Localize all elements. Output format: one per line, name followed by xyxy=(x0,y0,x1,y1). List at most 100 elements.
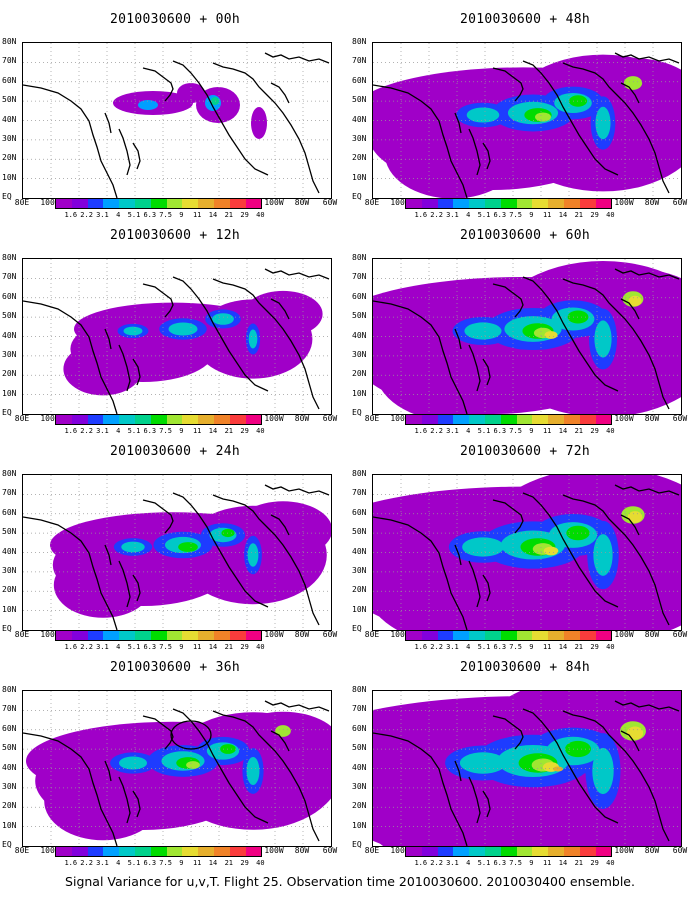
colorbar-label: 7.5 xyxy=(509,859,522,867)
variance-contour xyxy=(535,112,551,122)
variance-contour xyxy=(462,537,504,557)
lon-label: 100E xyxy=(390,630,410,639)
colorbar-swatch xyxy=(421,415,438,424)
colorbar-label: 40 xyxy=(256,211,265,219)
colorbar-swatch xyxy=(484,415,501,424)
coastline xyxy=(270,82,290,104)
lon-label: 80W xyxy=(294,630,310,639)
coastline xyxy=(614,484,680,496)
colorbar-label: 4 xyxy=(116,859,121,867)
colorbar-label: 40 xyxy=(256,859,265,867)
lat-label: EQ xyxy=(352,408,362,417)
lon-label: 60W xyxy=(322,198,338,207)
colorbar-label: 21 xyxy=(224,643,234,651)
colorbar-label: 40 xyxy=(606,211,615,219)
colorbar-swatch xyxy=(71,199,88,208)
panel-title: 2010030600 + 36h xyxy=(109,660,241,675)
colorbar-label: 4 xyxy=(116,427,121,435)
coastline xyxy=(142,715,174,750)
colorbar-label: 6.3 xyxy=(493,859,507,867)
colorbar-label: 1.6 xyxy=(64,643,78,651)
map-panel: 2010030600 + 12h 80N 70N 60N 50N 40N 30N 20N 10N… xyxy=(0,216,350,435)
colorbar-label: 1.6 xyxy=(64,211,78,219)
colorbar-label: 4 xyxy=(466,643,471,651)
lat-label: 40N xyxy=(2,330,17,340)
colorbar-swatch xyxy=(150,199,167,208)
colorbar-label: 21 xyxy=(574,211,584,219)
coastline xyxy=(522,708,619,824)
colorbar xyxy=(405,414,613,425)
lat-label: 60N xyxy=(352,75,367,85)
coastline xyxy=(264,268,330,280)
variance-contour xyxy=(544,331,558,339)
colorbar-label: 9 xyxy=(179,427,184,435)
lat-label: 40N xyxy=(2,114,17,124)
colorbar-swatch xyxy=(87,631,104,640)
map-panel: 2010030600 + 00h 80N 70N 60N 50N 40N 30N 20N 10N… xyxy=(0,0,350,219)
colorbar-label: 6.3 xyxy=(143,643,157,651)
colorbar-swatch xyxy=(548,631,564,640)
colorbar-label: 5.1 xyxy=(477,643,491,651)
variance-map xyxy=(22,258,332,415)
lat-label: 40N xyxy=(352,546,367,556)
lon-label: 60W xyxy=(322,630,338,639)
colorbar-swatch xyxy=(595,415,612,424)
colorbar-swatch xyxy=(213,631,230,640)
colorbar-label: 21 xyxy=(574,643,584,651)
variance-contour xyxy=(553,766,563,772)
lon-label: 80W xyxy=(644,630,660,639)
colorbar-label: 7.5 xyxy=(159,211,172,219)
lat-label: 50N xyxy=(352,527,367,537)
lat-label: EQ xyxy=(2,840,12,849)
target-circle xyxy=(170,720,212,750)
coastline xyxy=(620,298,640,320)
variance-map xyxy=(372,258,682,415)
lat-label: 30N xyxy=(2,565,17,575)
colorbar-label: 5.1 xyxy=(127,643,141,651)
variance-contour xyxy=(628,295,642,307)
colorbar-label: 6.3 xyxy=(143,859,157,867)
colorbar-label: 6.3 xyxy=(143,211,157,219)
colorbar-swatch xyxy=(406,199,422,208)
coastline xyxy=(270,514,290,536)
colorbar-swatch xyxy=(166,415,183,424)
colorbar-label: 29 xyxy=(240,859,249,867)
lat-label: 80N xyxy=(352,37,367,46)
lat-label: 60N xyxy=(2,507,17,517)
colorbar-swatch xyxy=(56,199,72,208)
lat-label: EQ xyxy=(352,624,362,633)
colorbar-label: 1.6 xyxy=(414,211,428,219)
colorbar-label: 3.1 xyxy=(446,643,459,651)
colorbar-label: 3.1 xyxy=(96,427,109,435)
colorbar-label: 21 xyxy=(224,859,234,867)
colorbar-label: 11 xyxy=(192,643,202,651)
lon-label: 100E xyxy=(390,846,410,855)
colorbar-swatch xyxy=(563,199,580,208)
colorbar-swatch xyxy=(166,199,183,208)
colorbar-label: 14 xyxy=(208,643,218,651)
variance-contour xyxy=(168,322,198,336)
colorbar-swatch xyxy=(119,631,135,640)
coastline xyxy=(620,730,640,752)
colorbar-label: 11 xyxy=(192,427,202,435)
colorbar-swatch xyxy=(166,631,183,640)
variance-contour xyxy=(248,329,258,349)
lat-label: 70N xyxy=(352,56,367,66)
colorbar-label: 14 xyxy=(558,427,568,435)
coastline xyxy=(454,760,462,782)
colorbar-swatch xyxy=(166,847,183,856)
colorbar-swatch xyxy=(453,847,470,856)
colorbar-swatch xyxy=(579,415,596,424)
coastline xyxy=(23,300,118,414)
coastline xyxy=(454,328,462,350)
colorbar-swatch xyxy=(406,847,422,856)
coastline xyxy=(522,492,619,608)
lon-label: 100E xyxy=(40,198,60,207)
colorbar-swatch xyxy=(198,631,214,640)
colorbar-swatch xyxy=(87,199,104,208)
colorbar-label: 4 xyxy=(466,427,471,435)
lon-label: 80W xyxy=(294,198,310,207)
coastline xyxy=(270,298,290,320)
coastline xyxy=(492,715,524,750)
colorbar-label: 7.5 xyxy=(509,643,522,651)
